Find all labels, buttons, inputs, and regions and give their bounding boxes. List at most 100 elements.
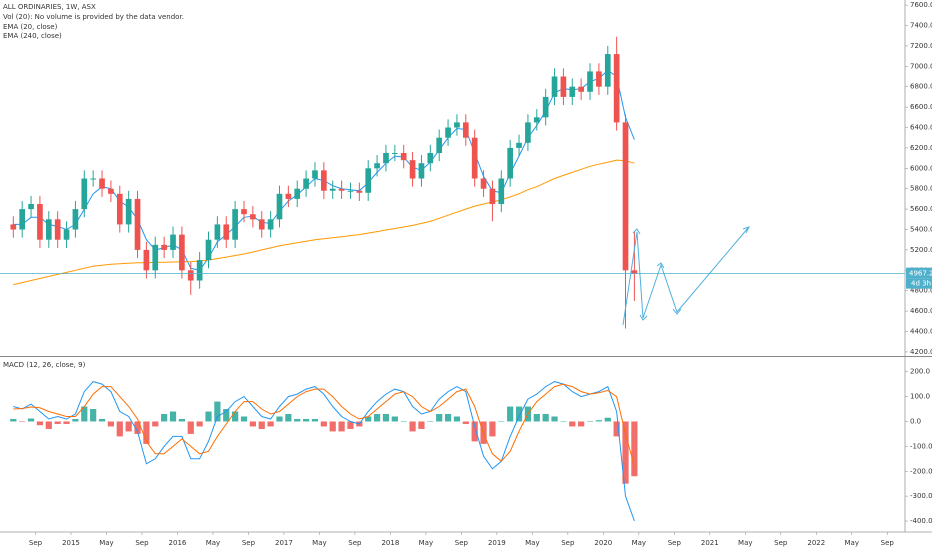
- line-series: [13, 383, 635, 467]
- histogram-bar: [400, 421, 407, 422]
- candle-body: [134, 198, 141, 250]
- histogram-bar: [107, 421, 115, 427]
- candle-body: [223, 224, 230, 240]
- y-tick-label: 4600.0: [910, 307, 932, 315]
- y-tick-label: 5600.0: [910, 205, 932, 213]
- histogram-bar: [498, 421, 505, 422]
- candle-body: [196, 260, 203, 281]
- histogram-bar: [72, 418, 79, 422]
- y-tick-label: 5800.0: [910, 185, 932, 193]
- histogram-bar: [453, 416, 461, 422]
- candle-body: [303, 178, 309, 189]
- candle-body: [471, 137, 478, 179]
- candle-body: [258, 219, 265, 230]
- y-tick-label: 4400.0: [910, 328, 932, 336]
- histogram-bar: [81, 406, 88, 422]
- x-tick-label: May: [525, 539, 539, 547]
- histogram-bar: [471, 421, 478, 442]
- candle-body: [578, 86, 584, 92]
- histogram-bar: [10, 418, 17, 422]
- candle-body: [276, 193, 283, 220]
- histogram-bar: [320, 421, 327, 427]
- histogram-bar: [365, 416, 372, 422]
- candle-body: [551, 76, 558, 97]
- candle-body: [72, 209, 79, 230]
- histogram-bar: [116, 421, 123, 437]
- x-tick-label: Sep: [668, 539, 682, 547]
- chart-title: ALL ORDINARIES, 1W, ASX: [3, 3, 96, 11]
- y-tick-label: 7200.0: [910, 42, 932, 50]
- countdown-box: [906, 278, 932, 289]
- candle-body: [179, 234, 185, 271]
- histogram-bar: [329, 421, 336, 432]
- x-tick-label: 2018: [381, 539, 399, 547]
- arrow-head: [672, 308, 682, 315]
- candle-body: [250, 214, 256, 220]
- candle-body: [604, 54, 611, 87]
- x-tick-label: Sep: [29, 539, 43, 547]
- x-tick-label: Sep: [881, 539, 895, 547]
- candle-body: [99, 178, 105, 189]
- candle-body: [569, 86, 576, 97]
- candle-body: [161, 244, 167, 250]
- y-tick-label: 5400.0: [910, 226, 932, 234]
- histogram-bar: [533, 414, 540, 422]
- histogram-bar: [27, 418, 35, 422]
- candle-body: [427, 153, 434, 164]
- candle-body: [321, 170, 327, 191]
- candle-body: [365, 168, 372, 193]
- y-tick-label: -300.0: [910, 492, 932, 500]
- x-tick-label: May: [99, 539, 113, 547]
- x-tick-label: Sep: [774, 539, 788, 547]
- candle-body: [454, 122, 460, 128]
- histogram-bar: [613, 421, 620, 437]
- histogram-bar: [240, 416, 248, 422]
- candle-body: [596, 71, 602, 87]
- y-tick-label: 4200.0: [910, 348, 932, 356]
- candle-body: [622, 122, 629, 271]
- candle-body: [214, 224, 221, 240]
- candle-body: [445, 127, 451, 138]
- y-tick-label: 6600.0: [910, 103, 932, 111]
- candle-body: [507, 147, 514, 179]
- x-tick-label: May: [312, 539, 326, 547]
- arrow-head: [639, 314, 648, 321]
- candle-body: [525, 122, 531, 143]
- candle-body: [480, 178, 487, 189]
- y-tick-label: -200.0: [910, 467, 932, 475]
- histogram-bar: [45, 421, 52, 429]
- candle-body: [152, 244, 159, 271]
- histogram-bar: [143, 421, 150, 444]
- candle-body: [143, 249, 150, 271]
- line-series: [13, 381, 635, 522]
- histogram-bar: [267, 421, 274, 427]
- histogram-bar: [98, 418, 106, 422]
- x-tick-label: May: [845, 539, 859, 547]
- candle-body: [516, 142, 522, 148]
- histogram-bar: [294, 418, 301, 422]
- histogram-bar: [152, 421, 159, 427]
- y-tick-label: 7600.0: [910, 1, 932, 9]
- histogram-bar: [302, 418, 310, 422]
- histogram-bar: [604, 417, 611, 422]
- histogram-bar: [54, 421, 61, 424]
- candle-body: [28, 204, 34, 210]
- histogram-bar: [36, 421, 44, 426]
- last-price-box: [906, 267, 932, 279]
- y-tick-label: 100.0: [910, 393, 930, 401]
- macd-title: MACD (12, 26, close, 9): [3, 361, 86, 369]
- histogram-bar: [409, 421, 416, 432]
- histogram-bar: [338, 421, 345, 432]
- histogram-bar: [382, 414, 390, 422]
- histogram-bar: [178, 418, 185, 422]
- histogram-bar: [196, 421, 203, 427]
- candle-body: [205, 239, 212, 261]
- chart-subtitle: Vol (20): No volume is provided by the d…: [3, 13, 184, 21]
- histogram-bar: [347, 421, 354, 429]
- y-tick-label: 0.0: [910, 417, 921, 425]
- x-tick-label: 2021: [701, 539, 719, 547]
- candle-body: [391, 153, 398, 155]
- x-tick-label: May: [738, 539, 752, 547]
- histogram-bar: [578, 421, 585, 427]
